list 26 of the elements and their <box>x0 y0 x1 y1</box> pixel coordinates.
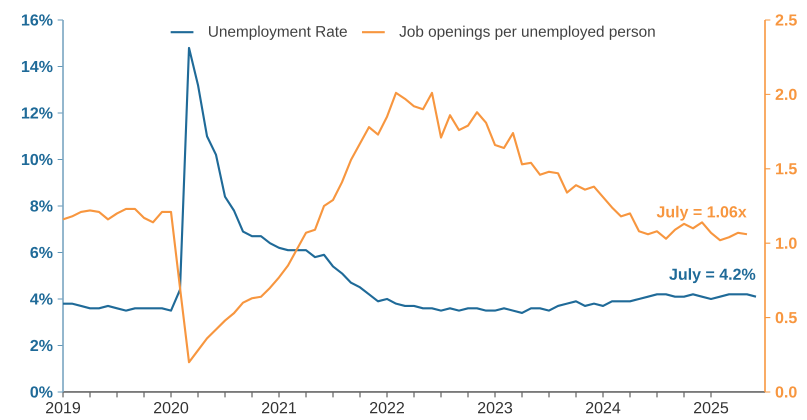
x-tick-label: 2019 <box>46 402 80 414</box>
y-tick-label: 16% <box>22 14 53 26</box>
y2-tick-label: 2.0 <box>776 88 797 100</box>
y-tick-label: 10% <box>22 154 53 166</box>
y-tick-label: 6% <box>30 246 53 258</box>
y-tick-label: 12% <box>22 107 53 119</box>
x-tick-label: 2023 <box>478 402 512 414</box>
y-tick-label: 14% <box>22 60 53 72</box>
annotation: July = 1.06x <box>656 206 747 221</box>
annotation: July = 4.2% <box>669 268 756 284</box>
y2-tick-label: 0.5 <box>776 312 797 324</box>
y-tick-label: 4% <box>30 293 53 305</box>
y2-tick-label: 0.0 <box>776 386 797 398</box>
y-tick-label: 8% <box>30 200 53 212</box>
x-tick-label: 2024 <box>586 402 620 414</box>
y2-tick-label: 1.0 <box>776 238 797 249</box>
legend-label: Unemployment Rate <box>209 26 347 40</box>
x-tick-label: 2025 <box>694 402 728 414</box>
y-tick-label: 0% <box>30 386 53 398</box>
x-tick-label: 2020 <box>154 402 188 414</box>
x-tick-label: 2021 <box>262 402 296 414</box>
y2-tick-label: 1.5 <box>776 163 797 174</box>
y-tick-label: 2% <box>30 340 53 352</box>
x-tick-label: 2022 <box>370 402 404 414</box>
legend-label: Job openings per unemployed person <box>399 26 655 40</box>
y2-tick-label: 2.5 <box>776 14 797 26</box>
